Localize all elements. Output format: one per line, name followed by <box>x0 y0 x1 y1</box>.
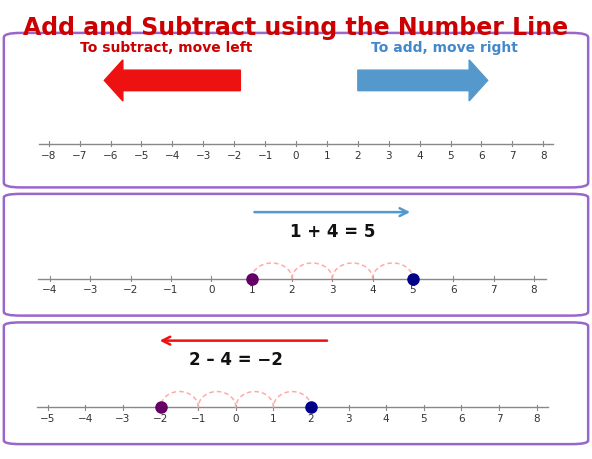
Text: −5: −5 <box>40 414 56 424</box>
Text: −1: −1 <box>191 414 206 424</box>
Text: −1: −1 <box>258 151 273 161</box>
FancyBboxPatch shape <box>4 322 588 444</box>
Text: 8: 8 <box>533 414 540 424</box>
Text: 4: 4 <box>369 285 376 295</box>
Text: −3: −3 <box>115 414 131 424</box>
Text: 7: 7 <box>490 285 497 295</box>
Text: −1: −1 <box>163 285 179 295</box>
Text: 3: 3 <box>345 414 352 424</box>
Text: 1 + 4 = 5: 1 + 4 = 5 <box>289 223 375 241</box>
Text: Add and Subtract using the Number Line: Add and Subtract using the Number Line <box>24 16 568 40</box>
Text: −6: −6 <box>103 151 118 161</box>
FancyArrow shape <box>104 60 240 101</box>
Text: 5: 5 <box>448 151 454 161</box>
FancyBboxPatch shape <box>4 33 588 187</box>
Text: 0: 0 <box>233 414 239 424</box>
Text: 6: 6 <box>478 151 485 161</box>
Text: 5: 5 <box>410 285 416 295</box>
Text: −3: −3 <box>195 151 211 161</box>
Text: To subtract, move left: To subtract, move left <box>80 41 252 55</box>
Text: 4: 4 <box>416 151 423 161</box>
Text: To add, move right: To add, move right <box>371 41 518 55</box>
Text: −2: −2 <box>227 151 242 161</box>
Text: 6: 6 <box>458 414 465 424</box>
Text: 6: 6 <box>450 285 456 295</box>
Text: 3: 3 <box>385 151 392 161</box>
Text: 5: 5 <box>420 414 427 424</box>
Text: 4: 4 <box>383 414 390 424</box>
Text: −3: −3 <box>83 285 98 295</box>
Text: 1: 1 <box>248 285 255 295</box>
Text: 1: 1 <box>324 151 330 161</box>
Text: 7: 7 <box>496 414 503 424</box>
Text: 8: 8 <box>530 285 537 295</box>
Text: 1: 1 <box>270 414 276 424</box>
Text: 2: 2 <box>355 151 361 161</box>
Text: −2: −2 <box>123 285 139 295</box>
Text: 0: 0 <box>293 151 299 161</box>
Text: 0: 0 <box>208 285 214 295</box>
Text: −7: −7 <box>72 151 87 161</box>
Text: 7: 7 <box>509 151 516 161</box>
Text: −8: −8 <box>41 151 56 161</box>
Text: 2: 2 <box>308 414 314 424</box>
Text: 8: 8 <box>540 151 546 161</box>
Text: 3: 3 <box>329 285 336 295</box>
Text: −4: −4 <box>43 285 57 295</box>
Text: −5: −5 <box>134 151 149 161</box>
FancyBboxPatch shape <box>4 194 588 316</box>
Text: −4: −4 <box>78 414 93 424</box>
Text: 2 – 4 = −2: 2 – 4 = −2 <box>189 351 283 369</box>
FancyArrow shape <box>358 60 488 101</box>
Text: −4: −4 <box>165 151 180 161</box>
Text: 2: 2 <box>289 285 295 295</box>
Text: −2: −2 <box>153 414 168 424</box>
